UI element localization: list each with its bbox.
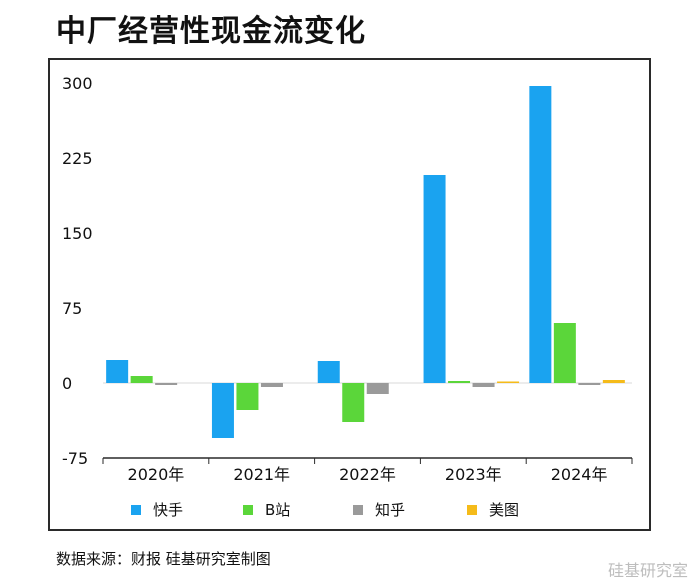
legend-swatch — [131, 505, 141, 515]
x-tick-label: 2023年 — [445, 465, 502, 484]
x-tick-label: 2024年 — [551, 465, 608, 484]
bar-1-3 — [448, 381, 471, 383]
chart-title: 中厂经营性现金流变化 — [56, 14, 366, 49]
bars-group — [106, 86, 625, 438]
bar-0-3 — [423, 175, 446, 383]
x-axis-ticks: 2020年 2021年 2022年 2023年 2024年 — [102, 458, 633, 484]
bar-0-0 — [106, 360, 129, 383]
y-tick-label: 300 — [62, 74, 93, 93]
bar-2-2 — [366, 383, 389, 394]
y-tick-label: 0 — [62, 374, 72, 393]
bar-2-1 — [260, 383, 283, 387]
x-tick-label: 2021年 — [233, 465, 290, 484]
bar-3-4 — [602, 380, 625, 383]
legend-swatch — [243, 505, 253, 515]
bar-1-2 — [342, 383, 365, 422]
data-source-note: 数据来源：财报 硅基研究室制图 — [56, 550, 271, 568]
bar-2-4 — [578, 383, 601, 385]
legend-label: 知乎 — [375, 501, 405, 519]
y-tick-label: 75 — [62, 299, 82, 318]
y-tick-label: -75 — [62, 449, 88, 468]
chart-frame — [48, 58, 651, 531]
legend-swatch — [353, 505, 363, 515]
x-tick-label: 2020年 — [128, 465, 185, 484]
x-tick-label: 2022年 — [339, 465, 396, 484]
legend-label: 美图 — [489, 501, 519, 519]
bar-2-0 — [155, 383, 178, 385]
bar-0-2 — [317, 361, 340, 383]
bar-1-1 — [236, 383, 259, 410]
bar-0-1 — [211, 383, 234, 438]
y-tick-label: 150 — [62, 224, 93, 243]
bar-3-3 — [497, 381, 520, 383]
legend: 快手 B站 知乎 美图 — [131, 501, 519, 519]
bar-2-3 — [472, 383, 495, 387]
y-axis-ticks: 300 225 150 75 0 -75 — [62, 74, 93, 468]
bar-0-4 — [529, 86, 552, 383]
bar-1-0 — [130, 376, 153, 383]
watermark: 硅基研究室 — [607, 561, 688, 580]
y-tick-label: 225 — [62, 149, 93, 168]
bar-1-4 — [553, 323, 576, 383]
legend-label: 快手 — [153, 501, 183, 519]
legend-label: B站 — [265, 501, 290, 519]
legend-swatch — [467, 505, 477, 515]
